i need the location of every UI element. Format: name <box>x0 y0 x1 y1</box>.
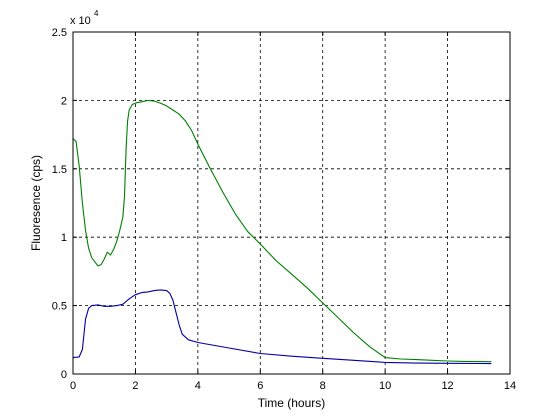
x-axis-label: Time (hours) <box>258 396 326 410</box>
y-tick-label: 0.5 <box>52 301 67 313</box>
series-line-1 <box>72 99 492 363</box>
series-layer <box>72 99 492 365</box>
series-line-2 <box>72 289 492 365</box>
x-tick-label: 2 <box>132 380 138 392</box>
plot-frame <box>72 31 511 375</box>
y-multiplier-exponent: 4 <box>94 9 99 18</box>
x-tick-label: 6 <box>257 380 263 392</box>
x-tick-label: 14 <box>504 380 516 392</box>
y-tick-label: 2.5 <box>52 27 67 39</box>
y-tick-label: 1.5 <box>52 164 67 176</box>
tick-labels: 0 2 4 6 8 10 12 14 0 0.5 1 1.5 2 2.5 <box>52 27 516 392</box>
y-tick-label: 0 <box>61 369 67 381</box>
y-axis-label: Fluoresence (cps) <box>29 155 43 251</box>
x-tick-label: 12 <box>441 380 453 392</box>
x-tick-label: 10 <box>379 380 391 392</box>
y-multiplier-base: x 10 <box>70 15 91 27</box>
ticks <box>72 31 511 375</box>
y-tick-label: 2 <box>61 95 67 107</box>
x-tick-label: 8 <box>320 380 326 392</box>
y-tick-label: 1 <box>61 232 67 244</box>
x-tick-label: 4 <box>195 380 201 392</box>
plot-area <box>73 32 510 374</box>
grid <box>73 32 510 374</box>
x-tick-label: 0 <box>70 380 76 392</box>
